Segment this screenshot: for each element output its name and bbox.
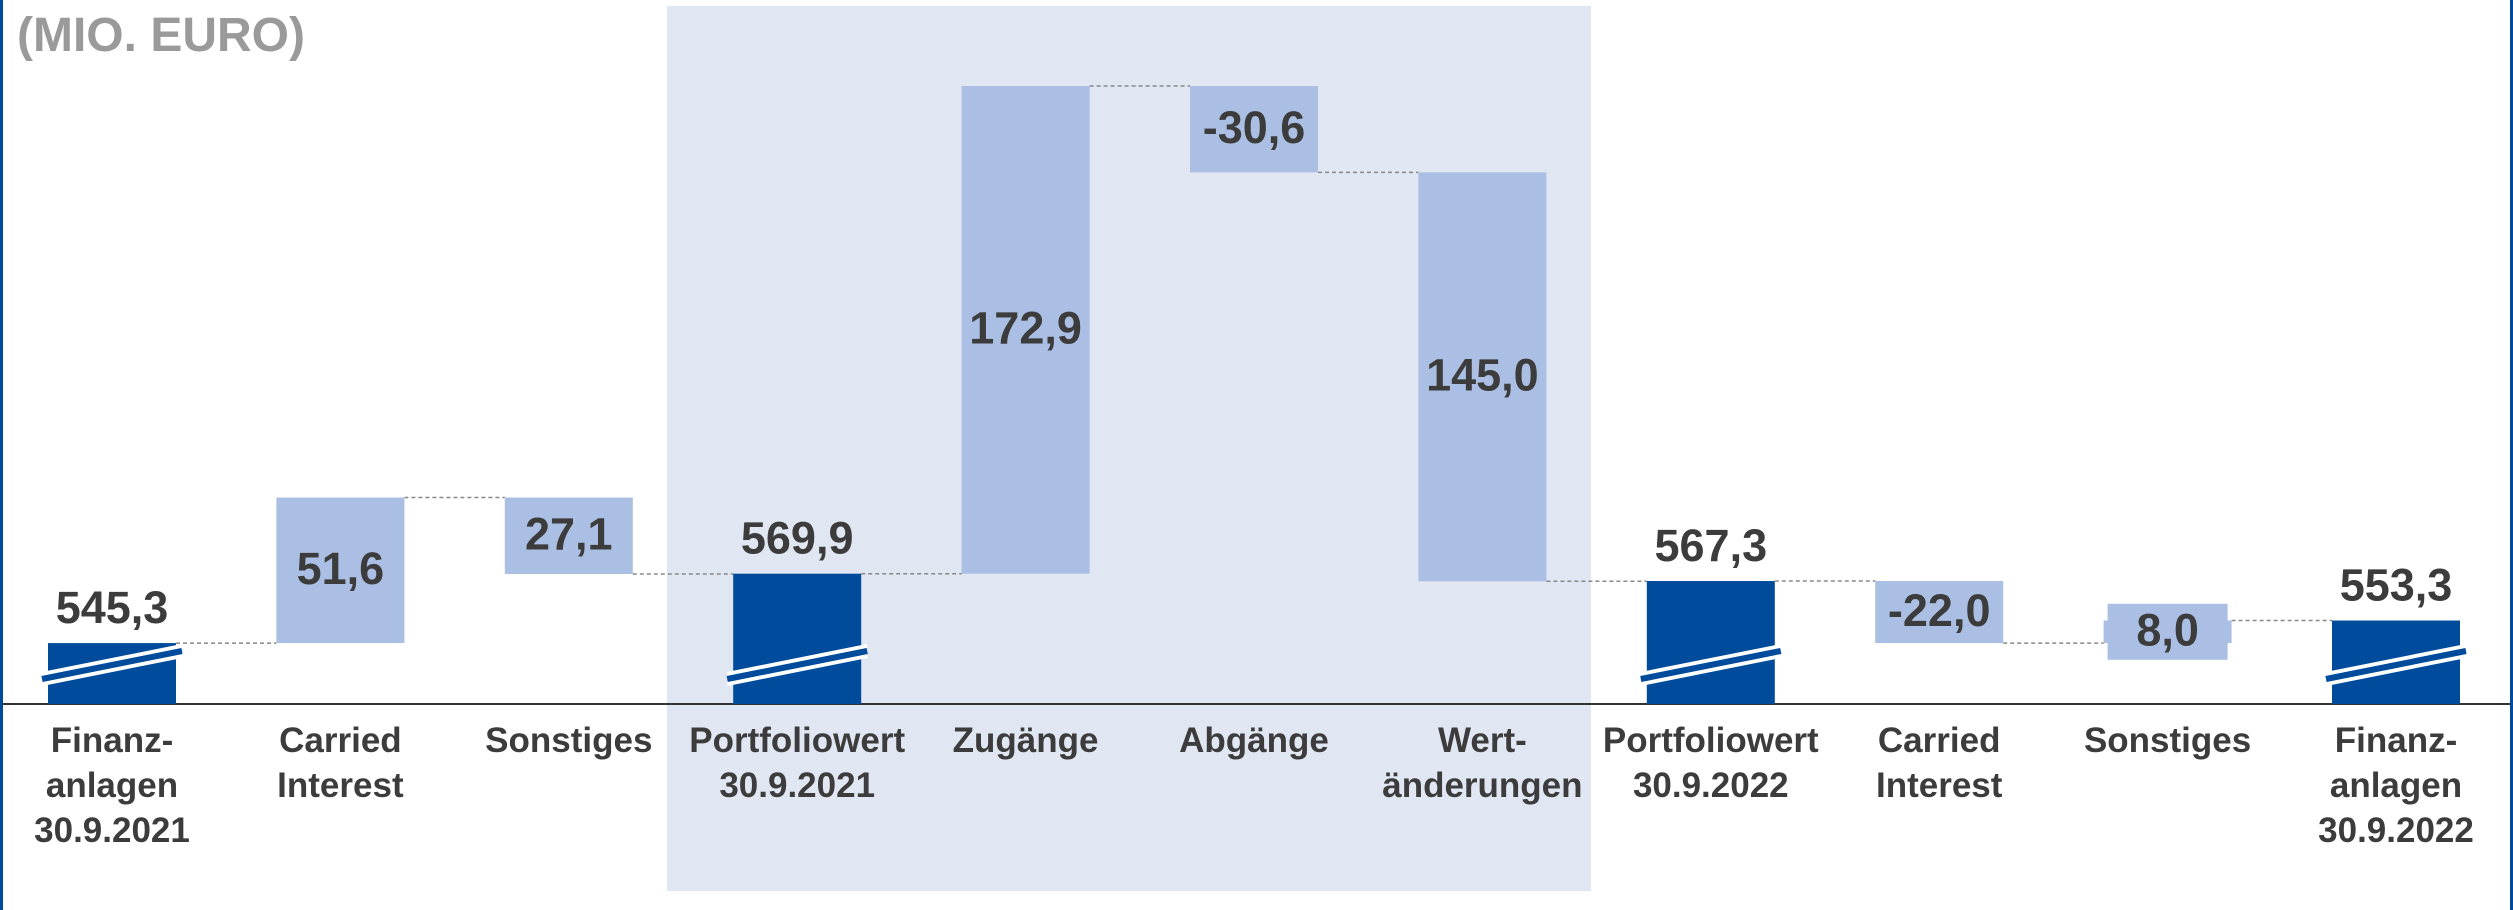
plot: 545,3 51,6 27,1 569,9 172,9 -30,6 145,0 567,3 -2… — [3, 6, 2510, 891]
value-label: 569,9 — [741, 513, 854, 564]
bar — [733, 573, 862, 704]
axis-break — [726, 648, 868, 682]
axis-break — [2325, 644, 2467, 676]
axis-break — [1640, 654, 1782, 686]
axis-break — [2325, 648, 2467, 682]
chart-title: (MIO. EURO) — [17, 9, 305, 62]
value-label: 172,9 — [969, 303, 1082, 354]
bar — [276, 497, 405, 644]
value-label: 553,3 — [2340, 559, 2453, 610]
axis-break — [726, 654, 868, 686]
axis-break — [41, 648, 183, 682]
x-tick-label: Finanz- anlagen 30.9.2022 — [2318, 721, 2474, 850]
bar — [1190, 86, 1318, 173]
x-tick-label: Wert- änderungen — [1382, 721, 1583, 805]
x-tick-label: Finanz- anlagen 30.9.2021 — [34, 721, 190, 850]
axis-break — [726, 644, 868, 676]
bar — [1418, 172, 1547, 582]
x-tick-label: Portfoliowert 30.9.2022 — [1602, 721, 1819, 805]
x-tick-label: Carried Interest — [1875, 721, 2003, 805]
x-tick-label: Carried Interest — [277, 721, 404, 805]
value-label: -22,0 — [1888, 585, 1991, 636]
bar — [1646, 581, 1775, 704]
x-tick-label: Sonstiges — [2083, 721, 2252, 760]
axis-break — [1640, 648, 1782, 682]
axis-break — [1640, 644, 1782, 676]
value-label: 545,3 — [56, 582, 169, 633]
bar — [504, 497, 633, 574]
value-label: 567,3 — [1654, 520, 1767, 571]
x-tick-label: Portfoliowert 30.9.2021 — [689, 721, 906, 805]
bar — [961, 86, 1090, 574]
axis-break — [41, 654, 183, 686]
label-box — [2107, 603, 2228, 660]
value-label: 51,6 — [297, 543, 385, 594]
value-label: 8,0 — [2136, 605, 2199, 656]
bar — [1875, 581, 2004, 644]
x-tick-label: Zugänge — [952, 721, 1099, 760]
value-label: -30,6 — [1203, 102, 1306, 153]
value-label: 145,0 — [1426, 350, 1539, 401]
x-tick-label: Sonstiges — [485, 721, 653, 760]
axis-break — [2325, 654, 2467, 686]
x-tick-label: Abgänge — [1179, 721, 1329, 760]
value-label: 27,1 — [525, 509, 613, 560]
axis-break — [41, 644, 183, 676]
